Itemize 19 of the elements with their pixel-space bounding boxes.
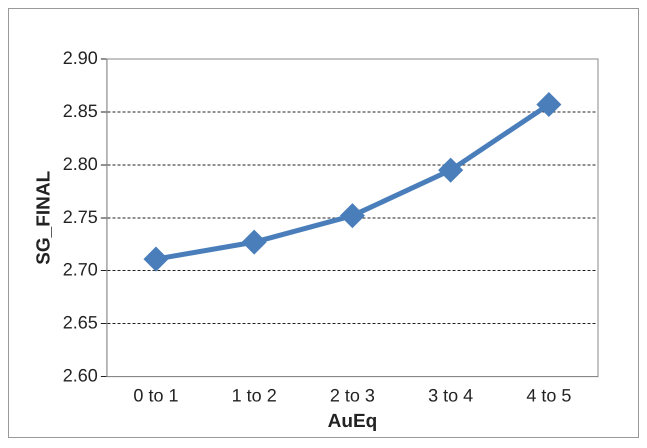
point <box>242 230 266 254</box>
x-tick-label: 3 to 4 <box>428 385 474 406</box>
point <box>340 204 364 228</box>
y-axis-title: SG_FINAL <box>34 170 55 265</box>
x-tick-label: 0 to 1 <box>133 385 178 406</box>
y-tick-label: 2.75 <box>62 206 98 227</box>
point <box>537 93 560 116</box>
x-tick-label: 4 to 5 <box>526 385 572 406</box>
x-tick-label: 2 to 3 <box>330 385 375 406</box>
x-axis-title: AuEq <box>328 410 378 432</box>
y-tick-label: 2.80 <box>62 154 98 174</box>
x-tick-label: 1 to 2 <box>232 385 277 406</box>
y-tick-label: 2.85 <box>62 100 98 121</box>
y-tick-label: 2.60 <box>62 366 98 386</box>
point <box>144 248 168 271</box>
y-tick-label: 2.65 <box>62 312 98 333</box>
y-tick-label: 2.70 <box>62 260 98 280</box>
point <box>439 158 462 182</box>
y-tick-label: 2.90 <box>62 48 98 68</box>
